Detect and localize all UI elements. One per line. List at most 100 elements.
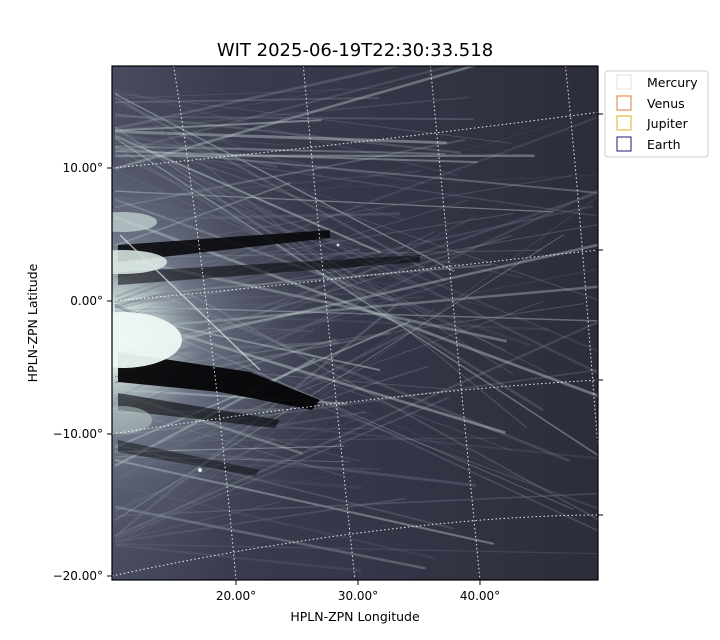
streamer-ray — [114, 135, 598, 375]
streamer-ray — [114, 113, 462, 154]
streamer-ray — [114, 497, 406, 543]
coordinate-grid — [112, 66, 598, 580]
x-axis-label: HPLN-ZPN Longitude — [290, 609, 420, 624]
legend-swatch-mercury — [616, 74, 632, 90]
streamer-ray — [114, 192, 598, 358]
streamer-ray — [114, 212, 400, 222]
y-tick-label: −20.00° — [53, 569, 103, 583]
streamer-ray — [114, 458, 495, 545]
legend-label: Jupiter — [646, 116, 689, 131]
streamer-ray — [114, 369, 598, 437]
streamer-ray — [114, 426, 378, 430]
streamer-ray — [114, 102, 324, 178]
streamer-ray — [114, 307, 436, 514]
streamer-ray — [114, 87, 344, 130]
streamer-ray — [114, 66, 456, 154]
streamer-ray — [114, 396, 450, 540]
streamer-ray — [114, 198, 394, 302]
streamer-ray — [114, 460, 382, 470]
streamer-ray — [114, 96, 469, 131]
y-ticks — [107, 113, 603, 577]
streamer-ray — [114, 543, 362, 572]
streamer-ray — [114, 252, 598, 521]
legend-item-mercury: Mercury — [616, 74, 698, 90]
streamer-ray — [114, 231, 435, 385]
streamer-ray — [114, 131, 300, 147]
streamer-ray — [114, 138, 466, 209]
streamer-ray — [114, 411, 367, 452]
y-tick-label: 10.00° — [63, 161, 103, 175]
coronagraph-image — [112, 66, 598, 580]
streamer-ray — [114, 134, 403, 220]
streamer-ray — [114, 190, 554, 213]
streamer-ray — [114, 309, 350, 409]
legend-item-earth: Earth — [616, 136, 681, 152]
streamer-ray — [114, 441, 477, 487]
x-ticks — [235, 580, 481, 585]
streamer-ray — [114, 93, 455, 273]
streamer-rays — [114, 66, 598, 572]
streamer-ray — [114, 147, 598, 194]
streamer-ray — [114, 443, 455, 530]
streamer-ray — [114, 124, 554, 251]
streamer-ray — [114, 145, 544, 412]
plot-frame — [111, 65, 599, 581]
x-tick-label: 30.00° — [338, 589, 378, 603]
streamer-ray — [114, 300, 545, 460]
streamer-ray — [114, 166, 328, 205]
streamer-ray — [114, 119, 322, 132]
streamer-ray — [114, 304, 598, 532]
streamer-ray — [114, 169, 506, 352]
y-tick-label: 0.00° — [70, 294, 103, 308]
streamer-ray — [114, 87, 389, 99]
streamer-ray — [114, 66, 403, 130]
x-tick-label: 40.00° — [460, 589, 500, 603]
streamer-ray — [114, 182, 291, 247]
streamer-ray — [114, 115, 474, 121]
streamer-ray — [114, 89, 458, 177]
x-tick-label: 20.00° — [216, 589, 256, 603]
streamer-ray — [114, 130, 447, 145]
streamer-ray — [114, 291, 376, 304]
streamer-ray — [114, 91, 527, 428]
streamer-ray — [114, 456, 350, 463]
streamer-ray — [114, 437, 498, 442]
figure-title: WIT 2025-06-19T22:30:33.518 — [217, 40, 493, 61]
streamer-ray — [114, 150, 478, 164]
legend-item-venus: Venus — [616, 95, 685, 111]
y-tick-labels: 10.00° 0.00° −10.00° −20.00° — [53, 161, 103, 583]
streamer-ray — [114, 92, 512, 144]
streamer-ray — [114, 135, 382, 254]
streamer-ray — [114, 492, 598, 517]
streamer-ray — [114, 468, 370, 519]
streamer-ray — [114, 330, 411, 482]
streamer-ray — [114, 505, 426, 570]
streamer-ray — [114, 174, 598, 199]
legend-item-jupiter: Jupiter — [616, 115, 689, 131]
streamer-ray — [114, 137, 360, 284]
dark-lanes — [118, 230, 420, 476]
streamer-ray — [114, 66, 478, 170]
streamer-ray — [114, 320, 598, 538]
streamer-ray — [114, 414, 370, 508]
streamer-ray — [114, 115, 598, 298]
legend: Mercury Venus Jupiter Earth — [604, 70, 709, 158]
streamer-ray — [114, 195, 598, 548]
streamer-ray — [114, 501, 280, 542]
streamer-ray — [114, 134, 598, 301]
streamer-ray — [114, 445, 345, 453]
legend-label: Venus — [647, 96, 685, 111]
streamer-ray — [114, 483, 435, 560]
streamer-ray — [114, 304, 512, 451]
streamer-ray — [114, 169, 422, 202]
streamer-ray — [114, 126, 513, 375]
streamer-ray — [114, 467, 363, 490]
legend-label: Earth — [647, 137, 681, 152]
streamer-ray — [114, 310, 550, 331]
streamer-ray — [114, 285, 598, 331]
streamer-ray — [114, 174, 573, 253]
streamer-ray — [114, 145, 446, 155]
streamer-ray — [114, 296, 424, 312]
streamer-ray — [114, 145, 598, 217]
